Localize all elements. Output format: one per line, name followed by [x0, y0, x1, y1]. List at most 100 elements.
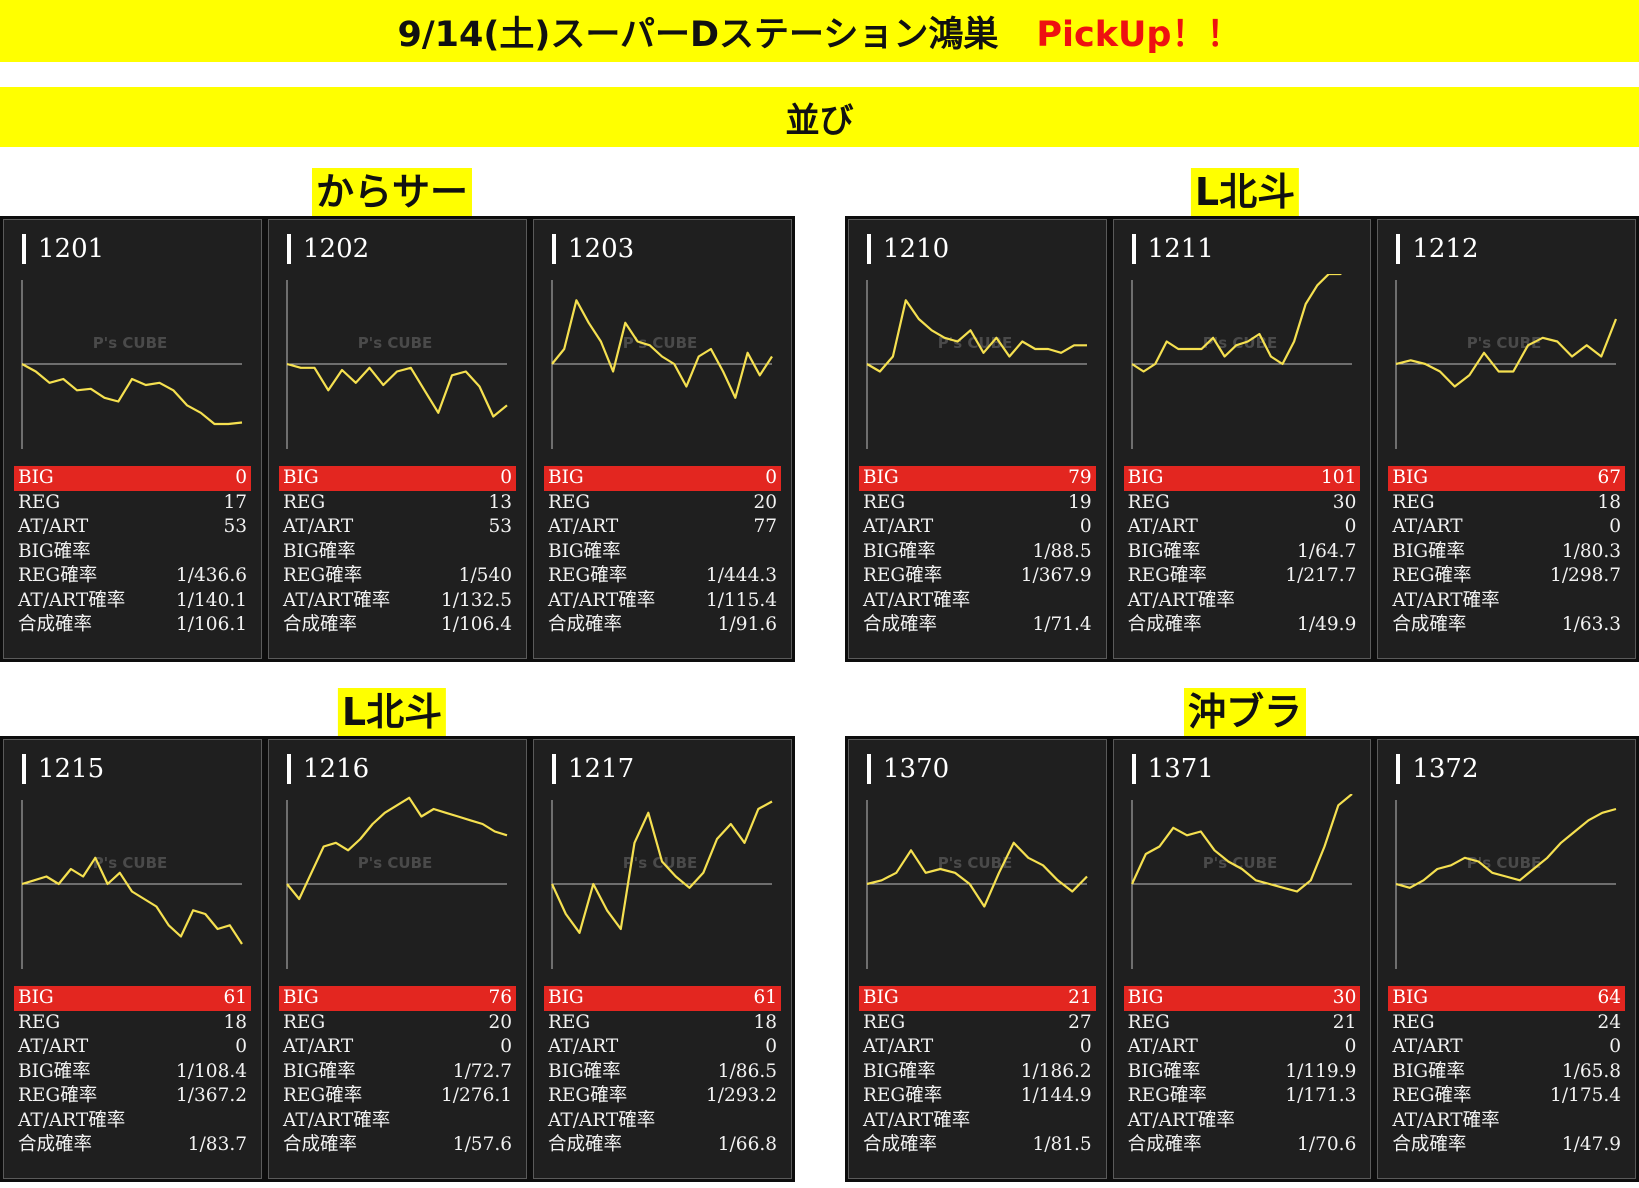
stat-label: REG確率 [283, 565, 363, 586]
stat-row: BIG 67 [1388, 466, 1626, 491]
stat-row: AT/ART 0 [14, 1035, 251, 1060]
stat-label: 合成確率 [548, 614, 623, 635]
stat-row: REG 27 [859, 1011, 1096, 1036]
stat-row: BIG確率 [14, 540, 251, 565]
stat-value: 17 [223, 491, 247, 513]
watermark-logo: P's CUBE [623, 854, 698, 872]
stat-row: 合成確率 1/71.4 [859, 613, 1096, 638]
stat-row: REG 20 [544, 491, 781, 516]
stat-row: AT/ART 0 [1388, 515, 1625, 540]
stat-label: 合成確率 [1392, 1134, 1467, 1155]
stat-value: 1/57.6 [452, 1134, 512, 1155]
machine-panel[interactable]: 1211 P's CUBE BIG 101 REG 30 AT/ART 0 BIG確率 1/64.… [1112, 219, 1372, 659]
stat-row: AT/ART 53 [14, 515, 251, 540]
stat-label: BIG [863, 987, 899, 1008]
slump-chart: P's CUBE [1130, 794, 1353, 969]
stat-label: REG確率 [283, 1085, 363, 1106]
stats-table: BIG 0 REG 20 AT/ART 77 BIG確率 REG確率 1/444.3 AT/ART… [544, 466, 781, 638]
stat-label: REG確率 [18, 1085, 98, 1106]
stat-value: 1/540 [458, 565, 512, 586]
stat-label: REG確率 [548, 1085, 628, 1106]
stats-table: BIG 79 REG 19 AT/ART 0 BIG確率 1/88.5 REG確率 1/367.9… [859, 466, 1096, 638]
stat-label: REG確率 [863, 565, 943, 586]
slump-line [1396, 318, 1618, 388]
title-banner: 9/14(土)スーパーDステーション鴻巣 PickUp！！ [0, 0, 1639, 62]
stat-label: 合成確率 [863, 1134, 938, 1155]
machine-panel[interactable]: 1372 P's CUBE BIG 64 REG 24 AT/ART 0 BIG確率 1/65.8… [1377, 739, 1637, 1179]
stat-value: 1/65.8 [1561, 1060, 1622, 1082]
stat-row: REG 30 [1124, 491, 1361, 516]
stat-value: 67 [1597, 467, 1622, 488]
machine-number: 1210 [867, 234, 949, 264]
machine-group: L北斗 1215 P's CUBE BIG 61 REG 18 AT/ART 0 BIG確率 1/1… [0, 688, 795, 1188]
stat-label: AT/ART [863, 516, 934, 537]
machine-number: 1370 [867, 754, 949, 784]
stat-value: 1/66.8 [717, 1134, 777, 1155]
stat-row: REG確率 1/367.2 [14, 1084, 251, 1109]
stat-label: REG確率 [18, 565, 98, 586]
watermark-logo: P's CUBE [1467, 334, 1542, 352]
stat-label: BIG [548, 987, 584, 1008]
machine-panel[interactable]: 1201 P's CUBE BIG 0 REG 17 AT/ART 53 BIG確率 REG確率 1… [3, 219, 262, 659]
stat-label: 合成確率 [283, 614, 358, 635]
stat-row: REG確率 1/175.4 [1388, 1084, 1625, 1109]
stats-table: BIG 0 REG 13 AT/ART 53 BIG確率 REG確率 1/540 AT/ART確率… [279, 466, 516, 638]
slump-chart: P's CUBE [286, 280, 508, 449]
stat-value: 18 [1597, 491, 1622, 513]
stat-row: BIG 0 [14, 466, 251, 491]
machine-panel[interactable]: 1202 P's CUBE BIG 0 REG 13 AT/ART 53 BIG確率 REG確率 1… [268, 219, 527, 659]
stat-value: 64 [1597, 987, 1622, 1008]
stats-table: BIG 64 REG 24 AT/ART 0 BIG確率 1/65.8 REG確率 1/175.4… [1388, 986, 1626, 1158]
stat-row: REG確率 1/217.7 [1124, 564, 1361, 589]
stat-value: 1/86.5 [717, 1060, 777, 1082]
stat-label: REG [283, 491, 326, 513]
watermark-logo: P's CUBE [358, 854, 433, 872]
stat-label: REG確率 [1392, 1085, 1472, 1106]
machine-panel[interactable]: 1203 P's CUBE BIG 0 REG 20 AT/ART 77 BIG確率 REG確率 1… [533, 219, 792, 659]
watermark-logo: P's CUBE [938, 854, 1013, 872]
stat-value: 1/119.9 [1285, 1060, 1357, 1082]
machine-panel[interactable]: 1217 P's CUBE BIG 61 REG 18 AT/ART 0 BIG確率 1/86.5… [533, 739, 792, 1179]
stat-row: BIG 61 [544, 986, 781, 1011]
machine-panel[interactable]: 1212 P's CUBE BIG 67 REG 18 AT/ART 0 BIG確率 1/80.3… [1377, 219, 1637, 659]
stat-value: 0 [235, 1036, 247, 1057]
stat-label: 合成確率 [863, 614, 938, 635]
stat-label: AT/ART確率 [283, 589, 391, 611]
machine-panel[interactable]: 1210 P's CUBE BIG 79 REG 19 AT/ART 0 BIG確率 1/88.5… [848, 219, 1107, 659]
slump-line [286, 796, 508, 901]
stat-label: REG [863, 491, 906, 513]
stat-value: 53 [223, 516, 247, 537]
stat-row: BIG 30 [1123, 986, 1361, 1011]
stat-row: AT/ART 0 [859, 1035, 1096, 1060]
stat-value: 1/63.3 [1561, 614, 1622, 635]
slump-line [866, 299, 1087, 373]
stat-value: 1/444.3 [706, 565, 777, 586]
slump-line [21, 363, 243, 426]
watermark-logo: P's CUBE [358, 334, 433, 352]
stat-row: BIG 64 [1388, 986, 1626, 1011]
stat-value: 101 [1321, 467, 1357, 488]
watermark-logo: P's CUBE [1202, 854, 1277, 872]
stat-row: REG確率 1/444.3 [544, 564, 781, 589]
machine-number: 1211 [1131, 234, 1214, 264]
group-label: からサー [311, 168, 473, 216]
stat-value: 61 [753, 987, 777, 1008]
stat-value: 1/71.4 [1032, 614, 1092, 635]
machine-panel[interactable]: 1371 P's CUBE BIG 30 REG 21 AT/ART 0 BIG確率 1/119.… [1112, 739, 1372, 1179]
stat-value: 1/298.7 [1550, 565, 1622, 586]
machine-panel[interactable]: 1215 P's CUBE BIG 61 REG 18 AT/ART 0 BIG確率 1/108.… [3, 739, 262, 1179]
machine-panel[interactable]: 1370 P's CUBE BIG 21 REG 27 AT/ART 0 BIG確率 1/186.… [848, 739, 1107, 1179]
stat-row: AT/ART確率 1/115.4 [544, 589, 781, 614]
stat-value: 18 [223, 1011, 247, 1033]
slump-line [21, 856, 243, 945]
slump-chart: P's CUBE [866, 800, 1088, 969]
machine-panel[interactable]: 1216 P's CUBE BIG 76 REG 20 AT/ART 0 BIG確率 1/72.7… [268, 739, 527, 1179]
stat-label: REG確率 [1127, 1085, 1207, 1106]
stat-label: AT/ART [18, 1036, 89, 1057]
stat-value: 1/106.1 [176, 614, 247, 635]
stat-value: 27 [1068, 1011, 1092, 1033]
stat-row: BIG 0 [279, 466, 516, 491]
stat-value: 1/436.6 [176, 565, 247, 586]
slump-line [1396, 807, 1617, 889]
stat-label: BIG [283, 467, 319, 488]
